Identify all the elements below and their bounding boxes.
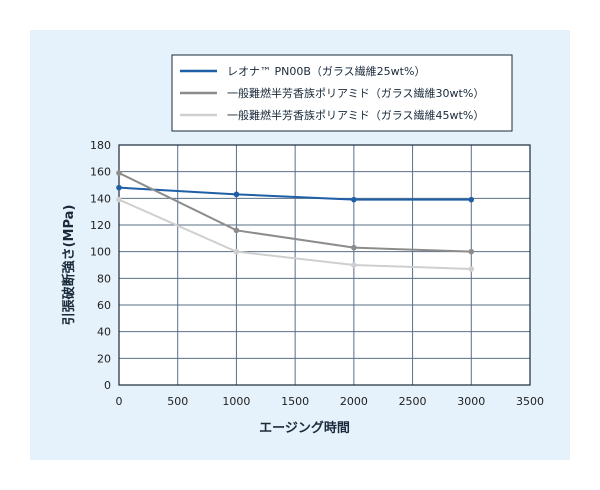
x-tick-label: 2000 bbox=[340, 395, 368, 408]
series-3-point bbox=[351, 262, 357, 268]
y-tick-label: 80 bbox=[97, 272, 111, 285]
x-tick-label: 3500 bbox=[516, 395, 544, 408]
y-tick-label: 140 bbox=[90, 192, 111, 205]
series-1-point bbox=[233, 191, 240, 198]
series-3-point bbox=[116, 196, 122, 203]
series-1-point bbox=[351, 196, 357, 203]
series-2-point bbox=[116, 170, 122, 176]
series-line-3 bbox=[118, 198, 472, 270]
y-tick-label: 180 bbox=[90, 139, 111, 152]
legend-label-2: 一般難燃半芳香族ポリアミド（ガラス繊維30wt%） bbox=[227, 86, 484, 100]
plot-area: 0 20 40 60 80 100 120 140 160 180 0 500 1000 1500 2000… bbox=[90, 139, 544, 408]
series-1-point bbox=[468, 196, 475, 203]
x-tick-label: 0 bbox=[116, 395, 123, 408]
series-line-1 bbox=[118, 186, 472, 201]
y-tick-label: 20 bbox=[97, 352, 111, 365]
legend-label-3: 一般難燃半芳香族ポリアミド（ガラス繊維45wt%） bbox=[227, 108, 484, 122]
series-3-point bbox=[233, 248, 240, 255]
y-tick-label: 60 bbox=[97, 299, 111, 312]
plot-frame bbox=[118, 144, 531, 386]
x-axis-title: エージング時間 bbox=[259, 420, 350, 436]
series-2-point bbox=[468, 248, 475, 255]
x-tick-label: 2500 bbox=[399, 395, 427, 408]
legend-label-1: レオナ™ PN00B（ガラス繊維25wt%） bbox=[227, 65, 425, 78]
y-tick-label: 100 bbox=[90, 246, 111, 259]
y-axis-title: 引張破断強さ(MPa) bbox=[61, 205, 77, 326]
plot-background bbox=[119, 145, 530, 385]
y-tick-label: 120 bbox=[90, 219, 111, 232]
legend-box bbox=[171, 54, 513, 132]
series-2-point bbox=[233, 227, 240, 234]
legend: レオナ™ PN00B（ガラス繊維25wt%） 一般難燃半芳香族ポリアミド（ガラス繊… bbox=[171, 54, 513, 132]
series-3-point bbox=[468, 266, 475, 272]
y-tick-label: 40 bbox=[97, 326, 111, 339]
x-tick-label: 3000 bbox=[457, 395, 485, 408]
x-tick-label: 500 bbox=[167, 395, 188, 408]
series-1-point bbox=[116, 184, 122, 191]
x-tick-label: 1500 bbox=[281, 395, 309, 408]
y-tick-label: 160 bbox=[90, 166, 111, 179]
y-tick-label: 0 bbox=[104, 379, 111, 392]
series-line-2 bbox=[118, 172, 472, 253]
series-2-point bbox=[351, 244, 357, 251]
x-tick-label: 1000 bbox=[222, 395, 250, 408]
